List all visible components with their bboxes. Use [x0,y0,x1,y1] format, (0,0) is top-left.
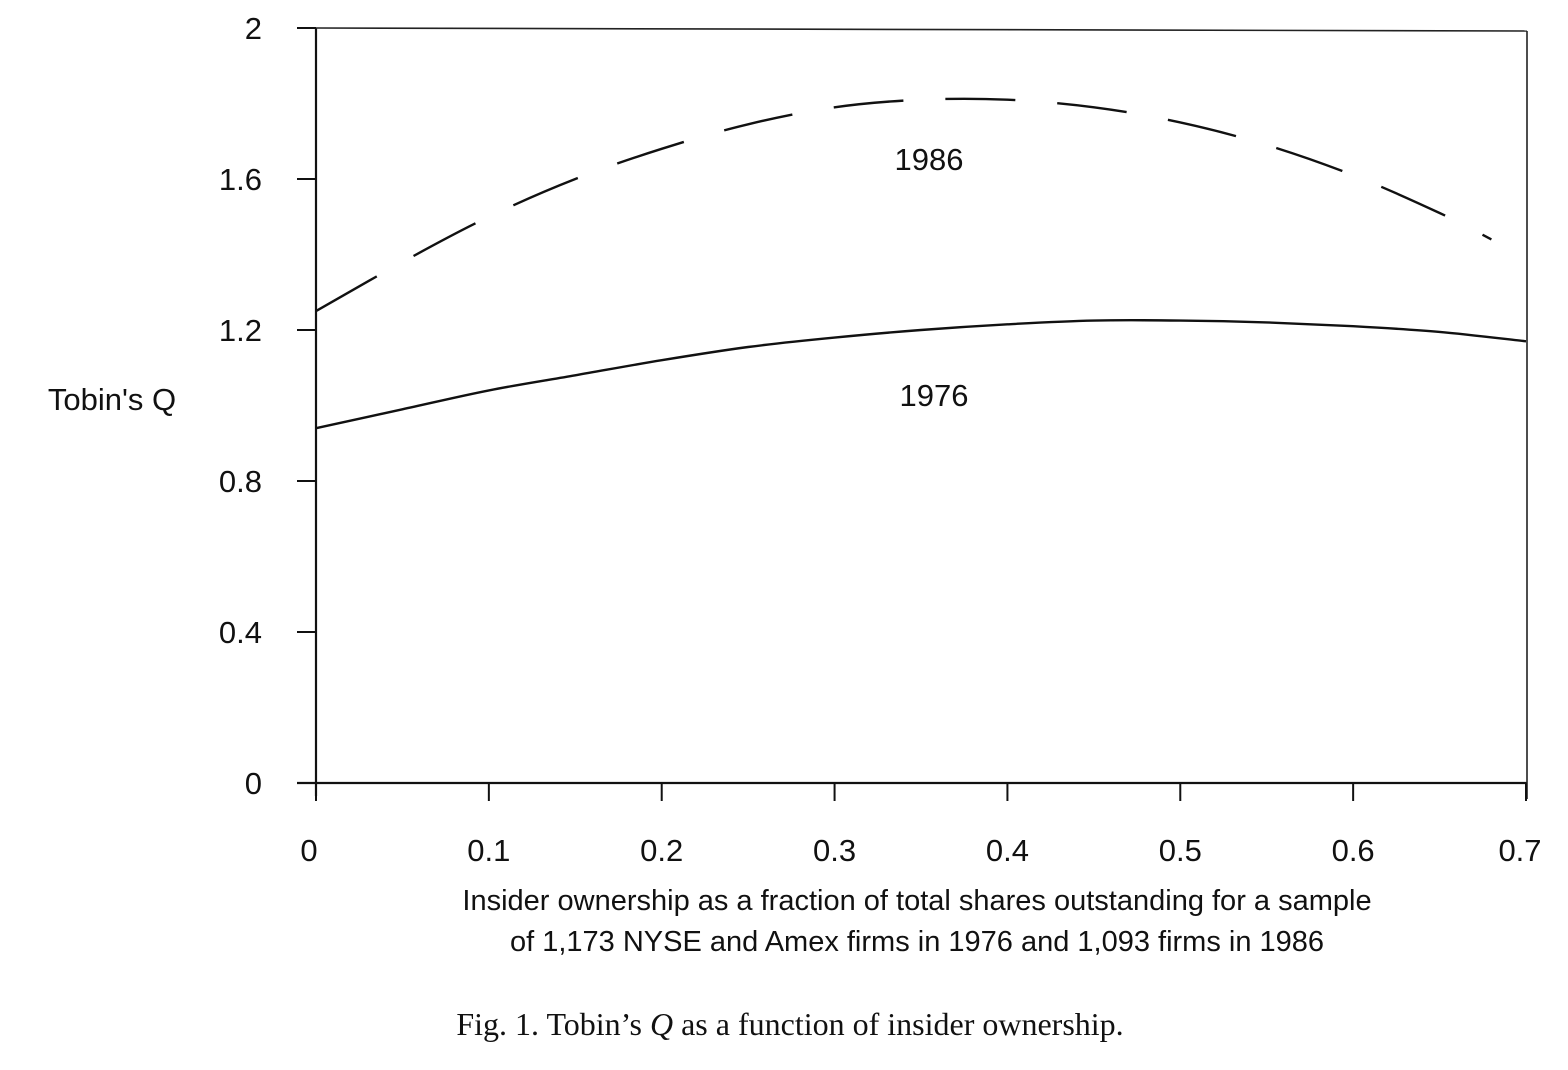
series-layer [315,97,1527,430]
caption-suffix: as a function of insider ownership. [673,1006,1124,1042]
x-axis-label-line-1: Insider ownership as a fraction of total… [462,885,1371,917]
series-line-1976 [315,318,1527,430]
x-ticks: 0 0.1 0.2 0.3 0.4 0.5 0.6 0.7 [300,783,1542,868]
x-tick-label: 0.4 [986,833,1029,868]
y-axis-label: Tobin's Q [48,382,176,417]
x-tick-label: 0.3 [813,833,856,868]
x-tick-label: 0.6 [1332,833,1375,868]
y-tick-label: 0.8 [219,464,262,499]
x-tick-label: 0.1 [467,833,510,868]
y-tick-label: 0 [245,766,262,801]
caption-prefix: Fig. 1. Tobin’s [456,1006,650,1042]
x-tick-label: 0.7 [1498,833,1541,868]
x-axis-label-line-2: of 1,173 NYSE and Amex firms in 1976 and… [510,926,1324,958]
y-tick-label: 1.2 [219,313,262,348]
caption-italic: Q [650,1006,673,1042]
y-ticks: 0 0.4 0.8 1.2 1.6 2 [219,11,316,801]
series-label-1986: 1986 [895,142,964,177]
x-tick-label: 0.2 [640,833,683,868]
plot-frame [297,27,1528,799]
y-tick-label: 0.4 [219,615,262,650]
series-line-1986 [315,97,1492,313]
figure-caption: Fig. 1. Tobin’s Q as a function of insid… [456,1006,1123,1042]
series-label-1976: 1976 [900,378,969,413]
y-tick-label: 1.6 [219,162,262,197]
x-tick-label: 0.5 [1159,833,1202,868]
top-frame-line [315,27,1528,32]
x-tick-label: 0 [300,833,317,868]
y-tick-label: 2 [245,11,262,46]
